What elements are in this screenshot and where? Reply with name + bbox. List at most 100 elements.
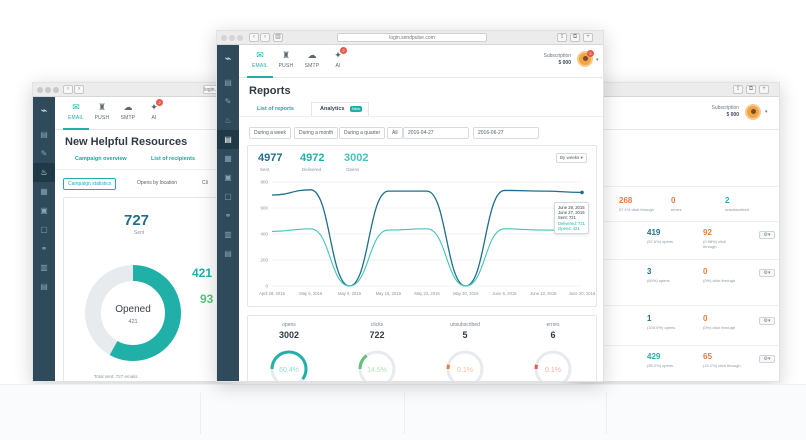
tab-push[interactable]: ♜ PUSH bbox=[273, 50, 299, 69]
sidebar-edit-icon[interactable]: ✎ bbox=[40, 149, 48, 158]
chip-campaign-statistics[interactable]: Campaign statistics bbox=[63, 178, 117, 190]
pulse-logo-icon[interactable]: ⌁ bbox=[40, 105, 48, 117]
tab-ai[interactable]: ✦ 2 AI bbox=[141, 99, 167, 121]
tab-email[interactable]: ✉ EMAIL bbox=[247, 50, 273, 78]
sidebar-list-icon[interactable]: ▦ bbox=[224, 154, 232, 163]
sidebar-doc-icon[interactable]: ▤ bbox=[224, 249, 232, 258]
share-icon[interactable]: ⇪ bbox=[733, 85, 743, 94]
total-sent-footer: Total sent: 727 emails bbox=[94, 374, 138, 379]
tab-push[interactable]: ♜ PUSH bbox=[89, 102, 115, 121]
center-url-bar[interactable]: login.sendpulse.com bbox=[337, 33, 487, 42]
row4-settings-button[interactable]: ⚙▾ bbox=[759, 355, 775, 363]
row4-opens-sub: (59.2%) opens bbox=[647, 363, 674, 368]
sidebar-templates-icon[interactable]: ▣ bbox=[224, 173, 232, 182]
sidebar-campaigns-icon[interactable]: ♨ bbox=[224, 116, 232, 125]
sidebar-link-icon[interactable]: ⚭ bbox=[224, 211, 232, 220]
tab-list-of-recipients[interactable]: List of recipients bbox=[151, 156, 196, 162]
divider bbox=[573, 259, 779, 260]
sidebar-campaigns-icon[interactable]: ♨ bbox=[33, 163, 55, 182]
avatar[interactable] bbox=[745, 104, 761, 120]
date-to-input[interactable]: 2016-06-27 bbox=[473, 127, 539, 139]
minimize-dot-icon[interactable] bbox=[45, 87, 51, 93]
tabs-icon[interactable]: ⧉ bbox=[570, 33, 580, 42]
row3-opens-sub: (100.0%) opens bbox=[647, 325, 676, 330]
tab-ai[interactable]: ✦ 2 AI bbox=[325, 47, 351, 69]
maximize-dot-icon[interactable] bbox=[237, 35, 243, 41]
sidebar-reports-icon[interactable]: ▤ bbox=[217, 130, 239, 149]
sidebar-file-icon[interactable]: ▢ bbox=[40, 225, 48, 234]
forward-icon[interactable]: › bbox=[74, 85, 84, 94]
pulse-logo-icon[interactable]: ⌁ bbox=[224, 53, 232, 65]
left-stats-card: 727 Sent Opened 421 421 93 Total sent: 7… bbox=[63, 197, 231, 381]
chip-opens-by-location[interactable]: Opens by location bbox=[133, 178, 182, 190]
sidebar-users-icon[interactable]: ▥ bbox=[40, 263, 48, 272]
tab-analytics[interactable]: Analytics New bbox=[311, 102, 369, 116]
add-tab-icon[interactable]: + bbox=[759, 85, 769, 94]
y-tick-label: 800 bbox=[260, 180, 268, 185]
sidebar-toggle-icon[interactable]: ▥ bbox=[273, 33, 283, 42]
summary-clicks-gauge: 14.5% bbox=[358, 350, 396, 381]
close-dot-icon[interactable] bbox=[221, 35, 227, 41]
row4-opens: 429 bbox=[647, 352, 661, 361]
page-floor bbox=[0, 384, 806, 440]
divider bbox=[239, 116, 603, 117]
chevron-down-icon[interactable]: ▾ bbox=[765, 109, 768, 115]
summary-opens-gauge: 60.4% bbox=[270, 350, 308, 381]
x-tick-label: May 16, 2016 bbox=[376, 291, 402, 296]
row1-settings-button[interactable]: ⚙▾ bbox=[759, 231, 775, 239]
maximize-dot-icon[interactable] bbox=[53, 87, 59, 93]
add-tab-icon[interactable]: + bbox=[583, 33, 593, 42]
stat-opens-label: Opens bbox=[346, 167, 360, 172]
sidebar-dashboard-icon[interactable]: ▤ bbox=[224, 78, 232, 87]
group-by-select[interactable]: By weeks ▾ bbox=[556, 153, 587, 163]
avatar[interactable]: 2 bbox=[577, 50, 594, 67]
sidebar-list-icon[interactable]: ▦ bbox=[40, 187, 48, 196]
share-icon[interactable]: ⇪ bbox=[557, 33, 567, 42]
summary-gauge-pct: 0.1% bbox=[545, 367, 561, 374]
tab-smtp[interactable]: ☁ SMTP bbox=[115, 102, 141, 121]
row2-settings-button[interactable]: ⚙▾ bbox=[759, 269, 775, 277]
row3-settings-button[interactable]: ⚙▾ bbox=[759, 317, 775, 325]
tab-list-of-reports[interactable]: List of reports bbox=[257, 106, 294, 112]
filter-quarter[interactable]: During a quarter bbox=[339, 127, 386, 139]
chat-icon: ✦ 2 bbox=[325, 47, 351, 61]
right-stat-clicks-sub: 57.1% click through bbox=[619, 207, 654, 212]
chevron-down-icon[interactable]: ▾ bbox=[596, 57, 599, 63]
back-icon[interactable]: ‹ bbox=[63, 85, 73, 94]
forward-icon[interactable]: › bbox=[260, 33, 270, 42]
sidebar-edit-icon[interactable]: ✎ bbox=[224, 97, 232, 106]
bell-icon: ♜ bbox=[97, 102, 107, 112]
tabs-icon[interactable]: ⧉ bbox=[746, 85, 756, 94]
chart-card: 4977 Sent 4972 Delivered 3002 Opens By w… bbox=[247, 145, 597, 307]
divider bbox=[55, 169, 231, 170]
stat-delivered-value: 4972 bbox=[300, 152, 325, 164]
chip-clicks[interactable]: Cli bbox=[198, 178, 212, 190]
sidebar-dashboard-icon[interactable]: ▤ bbox=[40, 130, 48, 139]
summary-gauge-pct: 14.5% bbox=[367, 367, 387, 374]
tab-email[interactable]: ✉ EMAIL bbox=[63, 102, 89, 130]
x-tick-label: May 5, 2016 bbox=[299, 291, 323, 296]
x-tick-label: June 20, 2016 bbox=[569, 291, 596, 296]
tooltip-line: June 28, 2016 bbox=[558, 205, 585, 210]
close-dot-icon[interactable] bbox=[37, 87, 43, 93]
right-titlebar: ⇪ ⧉ + bbox=[573, 83, 779, 97]
date-from-input[interactable]: 2016-04-27 bbox=[403, 127, 469, 139]
sidebar-users-icon[interactable]: ▥ bbox=[224, 230, 232, 239]
sidebar-templates-icon[interactable]: ▣ bbox=[40, 206, 48, 215]
x-tick-label: May 30, 2016 bbox=[453, 291, 479, 296]
minimize-dot-icon[interactable] bbox=[229, 35, 235, 41]
filter-month[interactable]: During a month bbox=[294, 127, 339, 139]
stat-sent-label: Sent bbox=[260, 167, 270, 172]
row1-opens: 419 bbox=[647, 228, 661, 237]
sidebar-file-icon[interactable]: ▢ bbox=[224, 192, 232, 201]
tab-campaign-overview[interactable]: Campaign overview bbox=[75, 156, 127, 162]
x-tick-label: April 28, 2016 bbox=[259, 291, 286, 296]
tab-smtp[interactable]: ☁ SMTP bbox=[299, 50, 325, 69]
filter-week[interactable]: During a week bbox=[249, 127, 291, 139]
cloud-icon: ☁ bbox=[307, 50, 317, 60]
filter-all[interactable]: All bbox=[387, 127, 403, 139]
sidebar-link-icon[interactable]: ⚭ bbox=[40, 244, 48, 253]
sidebar-doc-icon[interactable]: ▤ bbox=[40, 282, 48, 291]
back-icon[interactable]: ‹ bbox=[249, 33, 259, 42]
divider bbox=[200, 392, 201, 434]
